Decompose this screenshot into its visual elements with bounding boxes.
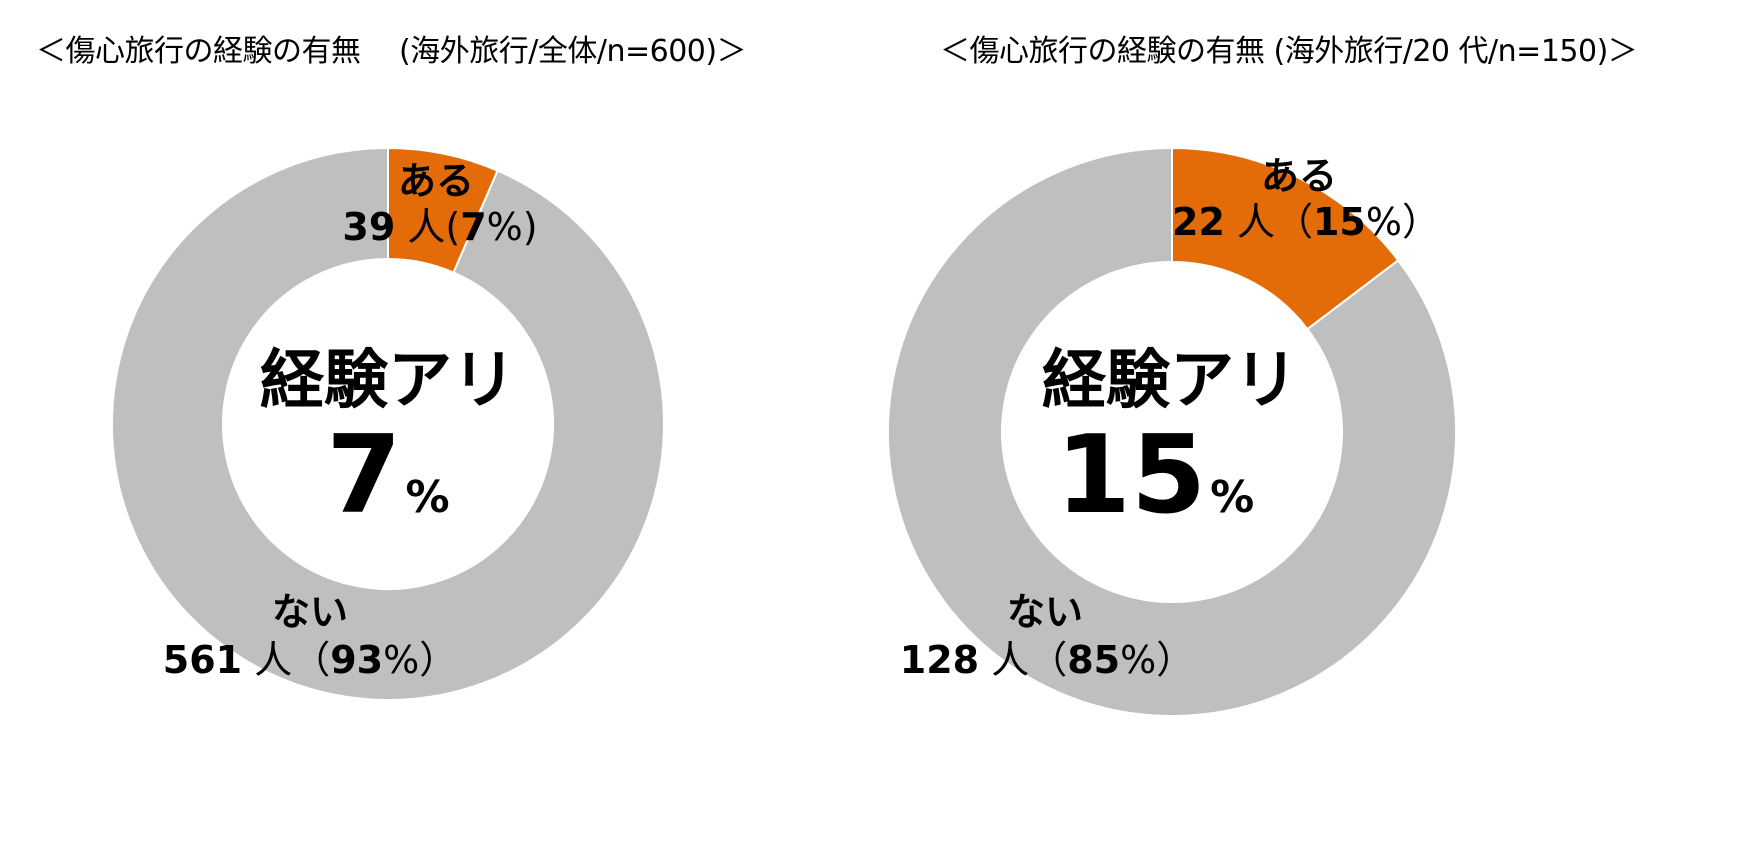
- center-title: 経験アリ: [260, 344, 516, 418]
- center-unit: %: [1210, 472, 1254, 523]
- slice-nai: [111, 146, 665, 701]
- slice-nai: [887, 146, 1457, 717]
- slice-label-detail: 22 人（15%）: [1172, 200, 1440, 244]
- donut-svg: 経験アリ 7% ある 39 人(7%) ない 561 人（93%）: [111, 146, 665, 701]
- slice-label-nai: ない 561 人（93%）: [163, 590, 457, 682]
- center-unit: %: [406, 472, 450, 523]
- slice-label-nai: ない 128 人（85%）: [900, 590, 1194, 682]
- center-value: 7: [326, 413, 401, 538]
- slice-label-aru: ある 22 人（15%）: [1172, 154, 1440, 244]
- center-value-group: 7%: [326, 413, 449, 538]
- slice-label-name: ある: [1261, 154, 1337, 198]
- chart-title: ＜傷心旅行の経験の有無 (海外旅行/全体/n=600)＞: [36, 34, 747, 69]
- donut-slices: [887, 146, 1457, 717]
- center-value: 15: [1056, 413, 1206, 538]
- donut-slices: [111, 146, 665, 701]
- slice-label-detail: 128 人（85%）: [900, 638, 1194, 682]
- slice-label-name: ない: [1007, 590, 1083, 634]
- donut-chart-20s: ＜傷心旅行の経験の有無 (海外旅行/20 代/n=150)＞ 経験アリ 15% …: [880, 0, 1761, 853]
- donut-chart-overall: ＜傷心旅行の経験の有無 (海外旅行/全体/n=600)＞ 経験アリ 7% ある …: [0, 0, 880, 853]
- slice-label-name: ある: [398, 159, 474, 203]
- slice-label-aru: ある 39 人(7%): [342, 159, 537, 249]
- slice-label-detail: 561 人（93%）: [163, 638, 457, 682]
- slice-label-detail: 39 人(7%): [342, 205, 537, 249]
- center-value-group: 15%: [1056, 413, 1254, 538]
- donut-svg: 経験アリ 15% ある 22 人（15%） ない 128 人（85%）: [887, 146, 1457, 717]
- center-title: 経験アリ: [1042, 344, 1298, 418]
- slice-label-name: ない: [272, 590, 348, 634]
- chart-title: ＜傷心旅行の経験の有無 (海外旅行/20 代/n=150)＞: [940, 34, 1638, 69]
